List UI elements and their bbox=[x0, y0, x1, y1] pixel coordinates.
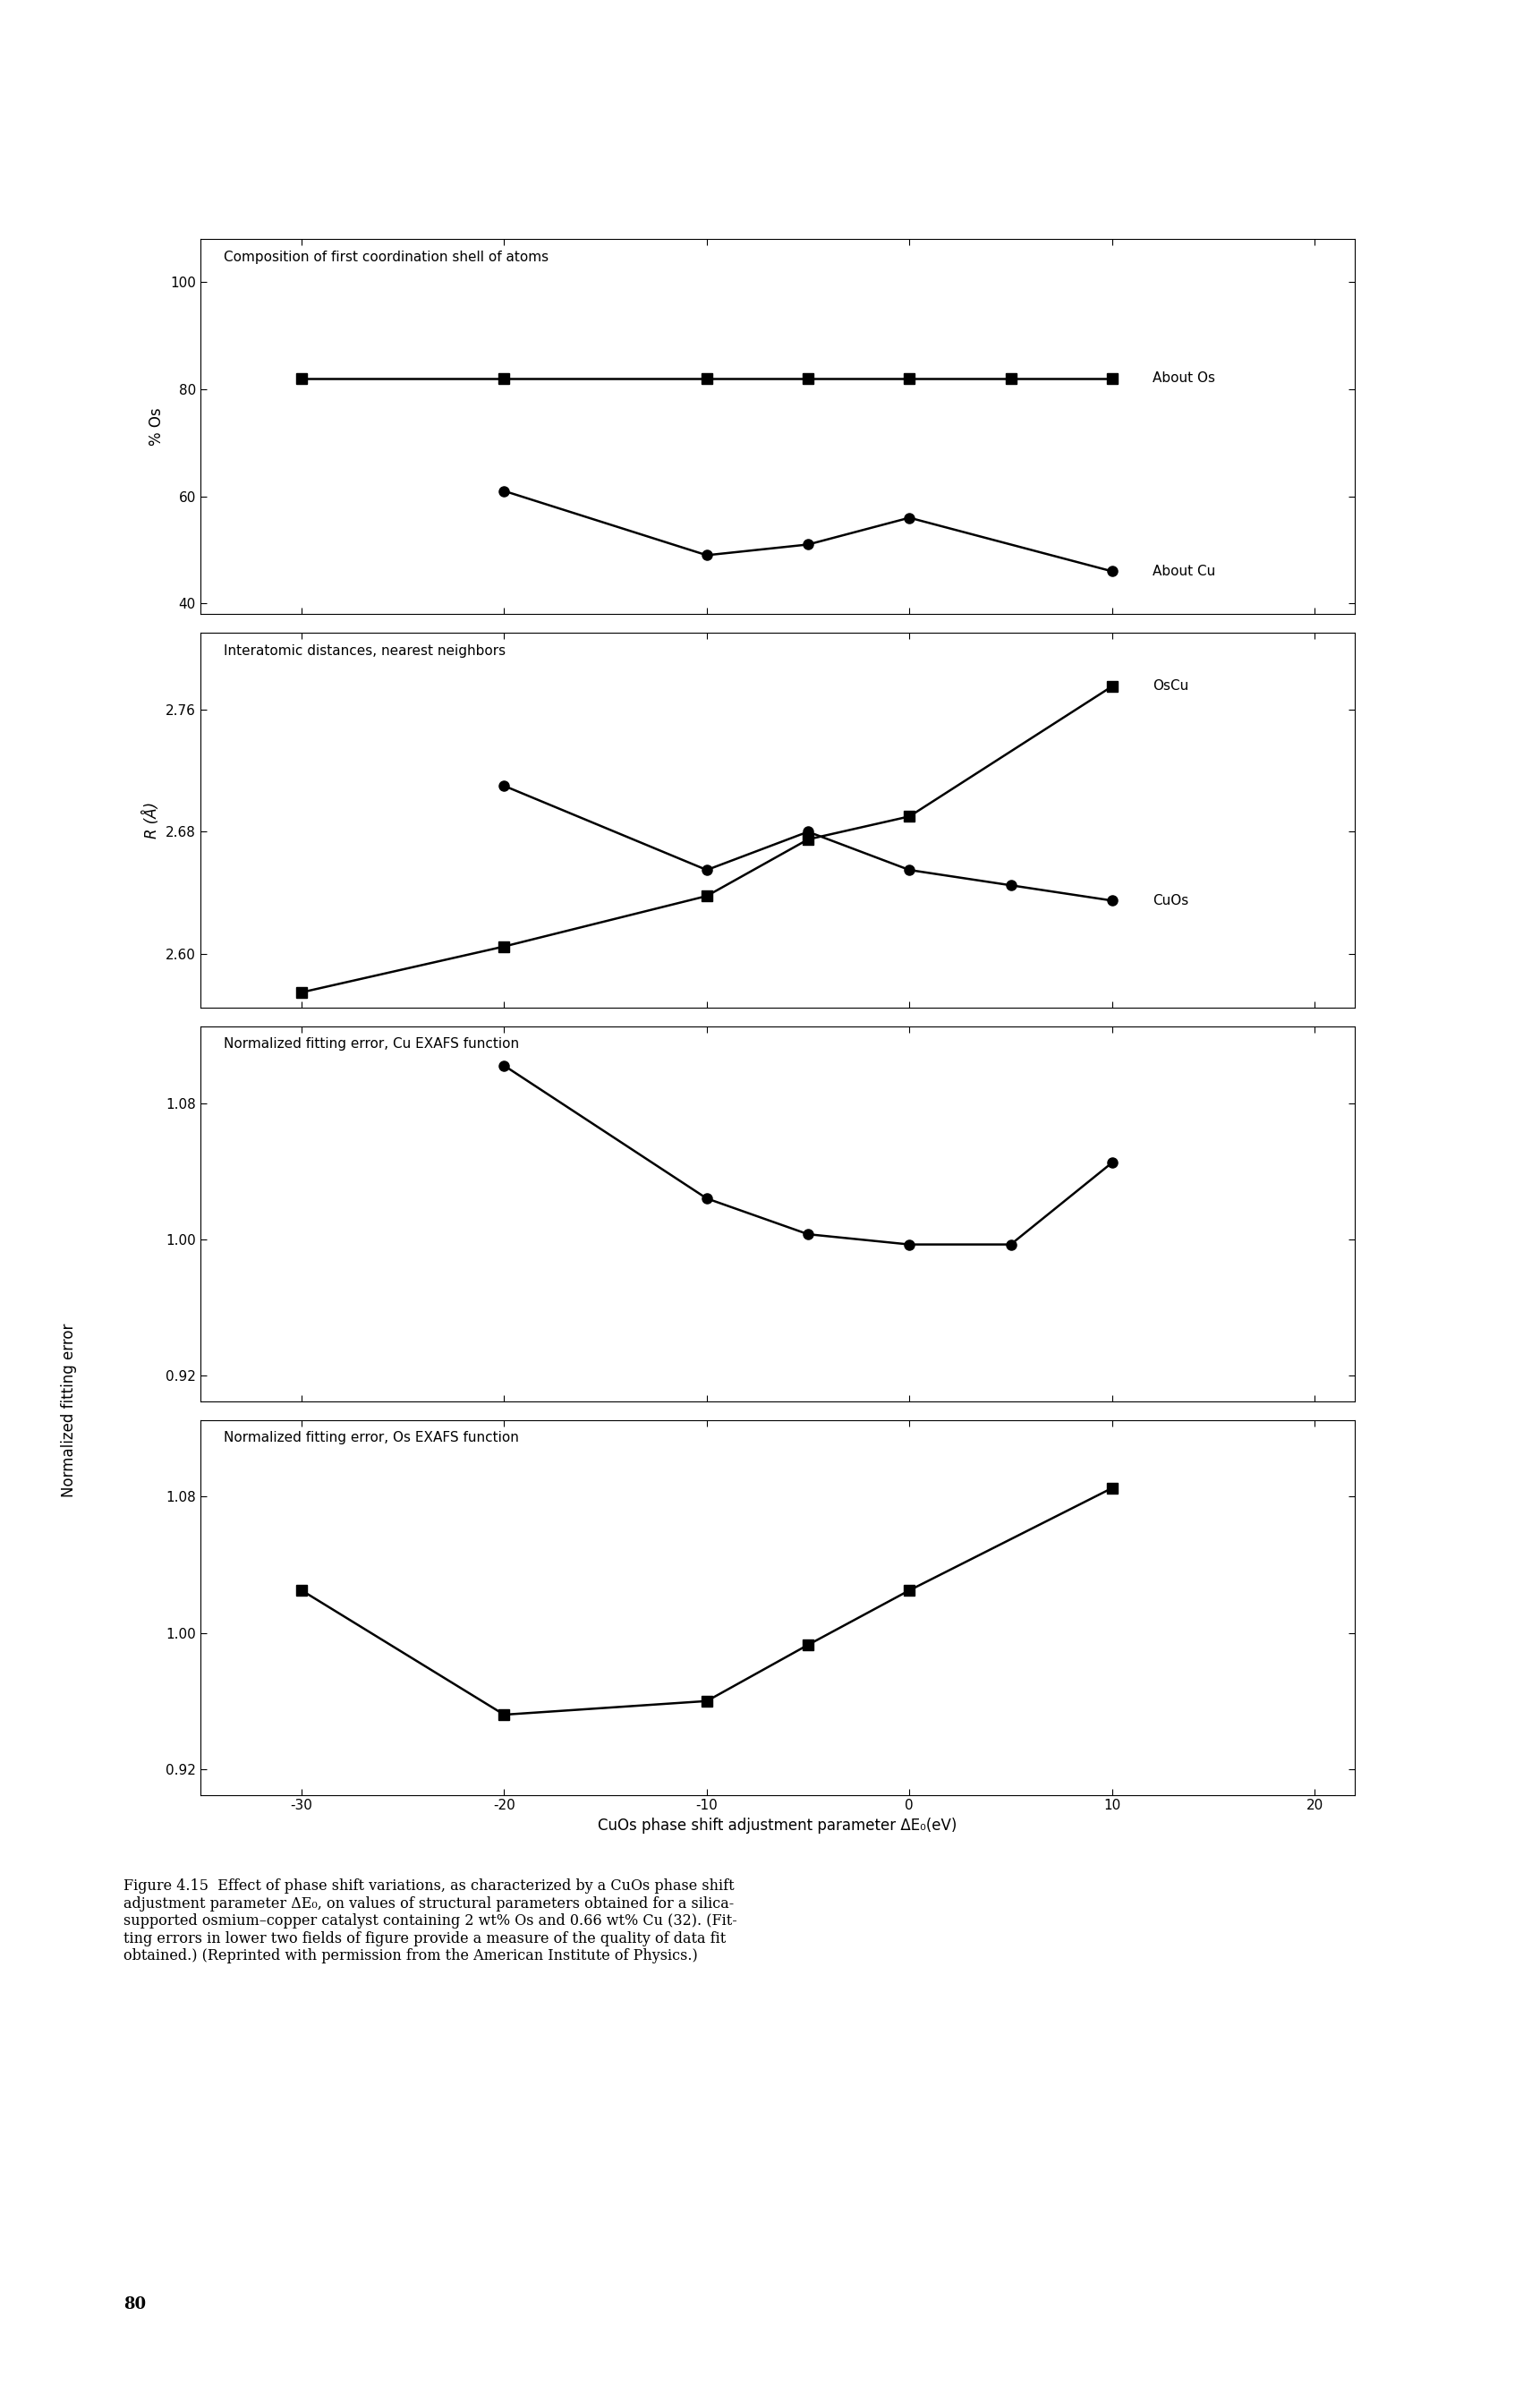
Text: Composition of first coordination shell of atoms: Composition of first coordination shell … bbox=[223, 251, 548, 263]
Text: CuOs: CuOs bbox=[1152, 895, 1189, 907]
Text: 80: 80 bbox=[123, 2297, 146, 2312]
X-axis label: CuOs phase shift adjustment parameter ΔE₀(eV): CuOs phase shift adjustment parameter ΔE… bbox=[598, 1819, 958, 1833]
Y-axis label: R (Å): R (Å) bbox=[143, 802, 160, 838]
Text: Normalized fitting error, Cu EXAFS function: Normalized fitting error, Cu EXAFS funct… bbox=[223, 1039, 519, 1051]
Text: OsCu: OsCu bbox=[1152, 680, 1189, 694]
Text: Interatomic distances, nearest neighbors: Interatomic distances, nearest neighbors bbox=[223, 644, 505, 658]
Text: About Os: About Os bbox=[1152, 371, 1215, 385]
Text: Figure 4.15  Effect of phase shift variations, as characterized by a CuOs phase : Figure 4.15 Effect of phase shift variat… bbox=[123, 1879, 736, 1965]
Text: Normalized fitting error: Normalized fitting error bbox=[62, 1323, 77, 1498]
Text: About Cu: About Cu bbox=[1152, 565, 1215, 579]
Y-axis label: % Os: % Os bbox=[149, 407, 165, 445]
Text: Normalized fitting error, Os EXAFS function: Normalized fitting error, Os EXAFS funct… bbox=[223, 1431, 519, 1445]
